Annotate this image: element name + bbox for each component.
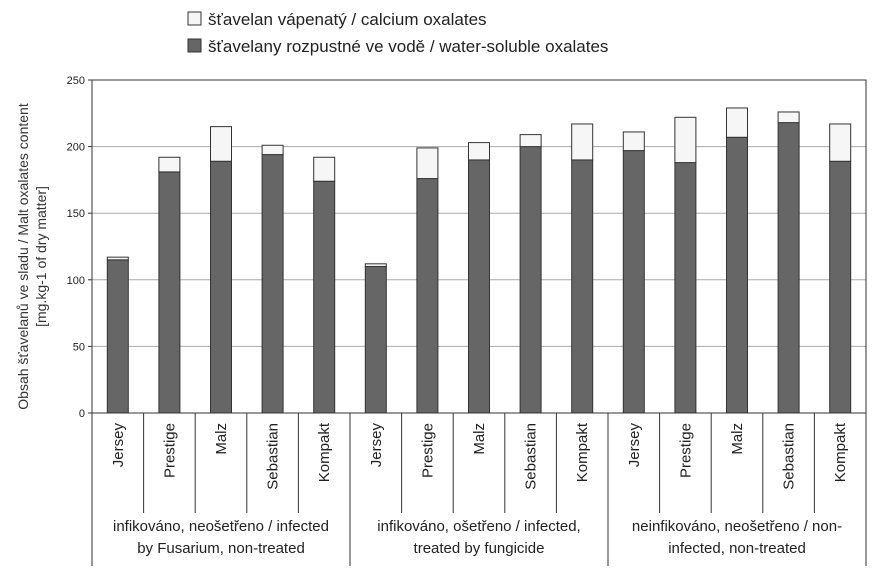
bar-water-soluble-14 <box>829 160 852 414</box>
legend-label: šťavelan vápenatý / calcium oxalates <box>208 10 487 29</box>
legend-swatch <box>187 38 202 53</box>
bars <box>106 107 852 414</box>
bar-water-soluble-9 <box>571 159 594 414</box>
y-axis-label-line: Obsah šťavelanů ve sladu / Malt oxalates… <box>15 103 31 410</box>
bar-water-soluble-5 <box>364 265 387 414</box>
bar-calcium-10 <box>622 131 645 152</box>
bar-water-soluble-10 <box>622 150 645 414</box>
y-tick-label: 200 <box>67 142 85 154</box>
bar-water-soluble-3 <box>261 154 284 414</box>
bar-calcium-3 <box>261 144 284 156</box>
category-label: Sebastian <box>265 423 282 490</box>
bar-calcium-11 <box>674 116 697 164</box>
category-label: Kompakt <box>832 422 849 482</box>
y-tick-label: 50 <box>73 341 85 353</box>
bar-calcium-14 <box>829 123 852 162</box>
category-label: Kompakt <box>316 422 333 482</box>
y-tick-label: 0 <box>79 408 85 420</box>
bar-water-soluble-6 <box>416 178 439 414</box>
group-label-2: infected, non-treated <box>668 540 806 557</box>
category-label: Prestige <box>677 423 694 478</box>
y-tick-label: 250 <box>67 75 85 87</box>
bar-water-soluble-11 <box>674 162 697 414</box>
bar-calcium-12 <box>726 107 748 138</box>
plot-frame <box>91 79 867 414</box>
legend-label: šťavelany rozpustné ve vodě / water-solu… <box>208 37 608 56</box>
bar-calcium-1 <box>158 156 181 173</box>
legend-swatch <box>187 11 202 26</box>
bar-calcium-13 <box>777 111 800 124</box>
axes: 0 50 100 150 200 250 Jersey Prestige Malz Sebasti… <box>67 75 867 566</box>
category-label: Prestige <box>161 423 178 478</box>
bar-water-soluble-8 <box>519 146 542 414</box>
category-label: Sebastian <box>523 423 540 490</box>
bar-calcium-5 <box>364 263 387 267</box>
bar-calcium-9 <box>571 123 594 161</box>
bar-calcium-0 <box>106 256 129 261</box>
category-label: Malz <box>471 423 488 455</box>
bar-calcium-2 <box>210 126 232 162</box>
bar-water-soluble-0 <box>106 259 129 414</box>
group-label-1: infikováno, ošetřeno / infected, <box>377 518 580 535</box>
group-label-0: by Fusarium, non-treated <box>137 540 305 557</box>
category-label: Malz <box>729 423 746 455</box>
bar-calcium-7 <box>468 142 490 161</box>
bar-water-soluble-4 <box>313 180 336 414</box>
category-label: Malz <box>213 423 230 455</box>
bar-water-soluble-2 <box>210 160 232 414</box>
group-label-1: treated by fungicide <box>414 540 545 557</box>
bar-water-soluble-1 <box>158 171 181 414</box>
category-label: Prestige <box>419 423 436 478</box>
bar-calcium-8 <box>519 134 542 148</box>
group-label-0: infikováno, neošetřeno / infected <box>113 518 329 535</box>
category-label: Jersey <box>368 423 385 468</box>
category-label: Kompakt <box>574 422 591 482</box>
category-label: Sebastian <box>781 423 798 490</box>
y-tick-label: 150 <box>67 208 85 220</box>
bar-water-soluble-7 <box>468 159 490 414</box>
y-axis-label: Obsah šťavelanů ve sladu / Malt oxalates… <box>15 103 49 410</box>
y-axis-label-line: [mg.kg-1 of dry matter] <box>33 186 49 327</box>
bar-water-soluble-12 <box>726 136 748 414</box>
legend: šťavelan vápenatý / calcium oxalates šťav… <box>187 10 608 56</box>
category-label: Jersey <box>110 423 127 468</box>
y-tick-label: 100 <box>67 275 85 287</box>
bar-calcium-6 <box>416 147 439 180</box>
category-label: Jersey <box>626 423 643 468</box>
bar-calcium-4 <box>313 156 336 182</box>
bar-water-soluble-13 <box>777 122 800 414</box>
group-label-2: neinfikováno, neošetřeno / non- <box>632 518 842 535</box>
